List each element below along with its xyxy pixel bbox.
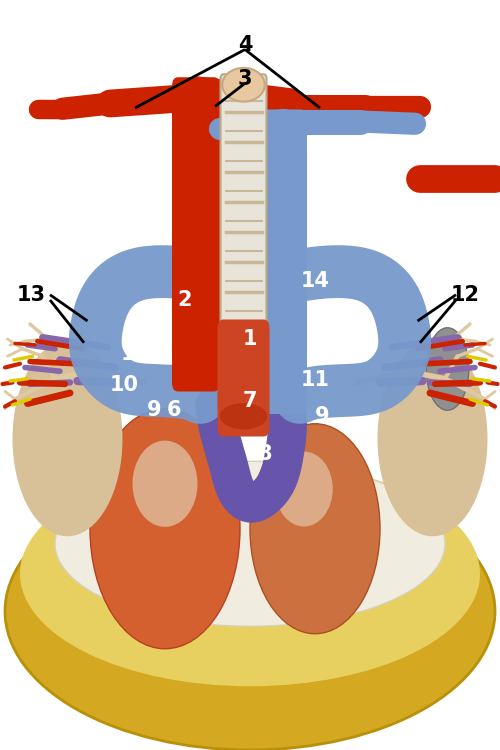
Ellipse shape [275,452,333,526]
Text: 13: 13 [16,285,46,304]
Ellipse shape [222,68,265,102]
FancyBboxPatch shape [222,246,278,298]
Text: 12: 12 [450,285,480,304]
Text: 2: 2 [178,290,192,310]
Ellipse shape [220,404,267,429]
Ellipse shape [90,409,240,649]
FancyBboxPatch shape [218,320,270,436]
Text: 14: 14 [300,272,330,291]
Text: 5: 5 [308,335,322,355]
Text: 10: 10 [110,375,138,394]
Ellipse shape [132,441,198,526]
Text: 5: 5 [130,316,145,336]
Text: 4: 4 [238,35,252,55]
Text: 3: 3 [238,69,252,88]
Ellipse shape [5,472,495,750]
FancyBboxPatch shape [261,110,307,310]
Ellipse shape [250,424,380,634]
FancyBboxPatch shape [220,74,266,346]
Text: 9: 9 [146,400,162,420]
Text: 7: 7 [243,392,257,411]
Text: 11: 11 [120,344,150,364]
Ellipse shape [55,461,445,626]
Ellipse shape [20,461,480,686]
Text: 8: 8 [258,444,272,464]
FancyBboxPatch shape [172,77,220,392]
Text: 6: 6 [167,400,181,420]
Ellipse shape [12,341,122,536]
Ellipse shape [378,341,488,536]
FancyBboxPatch shape [261,291,307,414]
Text: 11: 11 [300,370,330,389]
Text: 1: 1 [243,329,257,349]
Ellipse shape [426,328,469,410]
Text: 9: 9 [315,406,330,425]
